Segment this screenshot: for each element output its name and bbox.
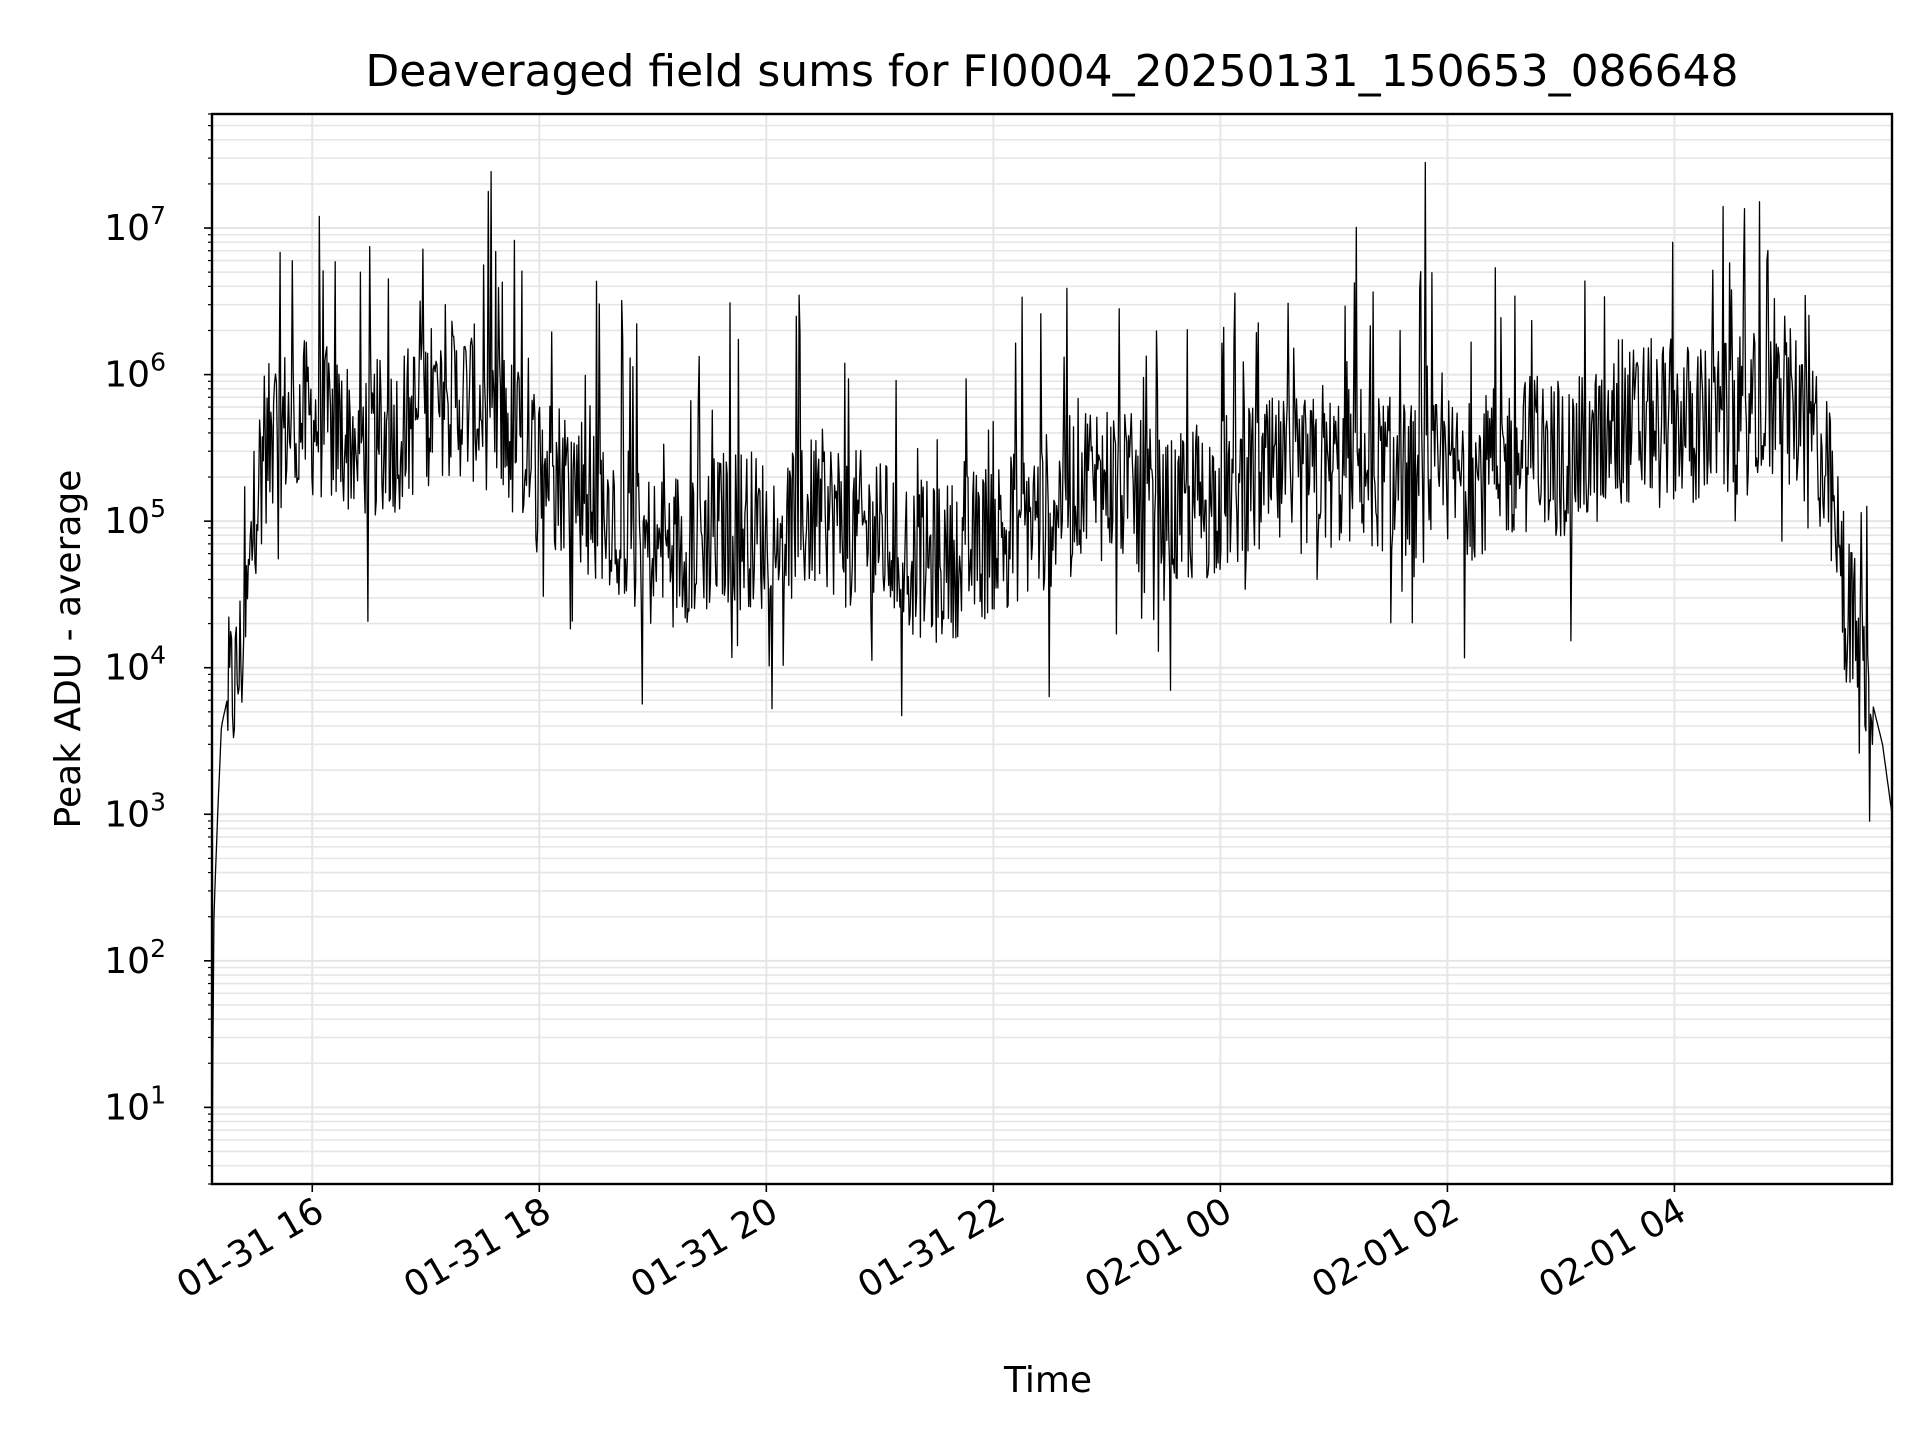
y-tick-label: 104 — [104, 641, 166, 689]
x-tick-label: 02-01 04 — [1532, 1190, 1693, 1306]
chart-title: Deaveraged field sums for FI0004_2025013… — [365, 46, 1738, 97]
x-tick-label: 02-01 02 — [1305, 1190, 1466, 1306]
x-tick-label: 01-31 20 — [624, 1190, 785, 1306]
y-axis-label: Peak ADU - average — [48, 470, 89, 829]
plot-frame — [210, 112, 1894, 1186]
y-tick-label: 101 — [104, 1080, 166, 1128]
x-tick-label: 02-01 00 — [1078, 1190, 1239, 1306]
x-tick-label: 01-31 18 — [397, 1190, 558, 1306]
y-tick-label: 105 — [104, 494, 166, 542]
x-axis-label: Time — [1003, 1360, 1092, 1401]
y-tick-label: 107 — [104, 201, 166, 249]
grid-lines — [212, 113, 1892, 1185]
axis-ticks: 101 102 103 104 105 106 107 01-31 16 01-31 18 01-… — [104, 113, 1693, 1307]
y-tick-label: 102 — [104, 934, 166, 982]
data-series-line — [211, 161, 1893, 1185]
x-tick-label: 01-31 22 — [851, 1190, 1012, 1306]
plot-area — [211, 161, 1893, 1185]
y-tick-label: 106 — [104, 348, 166, 396]
y-tick-label: 103 — [104, 787, 166, 835]
x-tick-label: 01-31 16 — [170, 1190, 331, 1306]
